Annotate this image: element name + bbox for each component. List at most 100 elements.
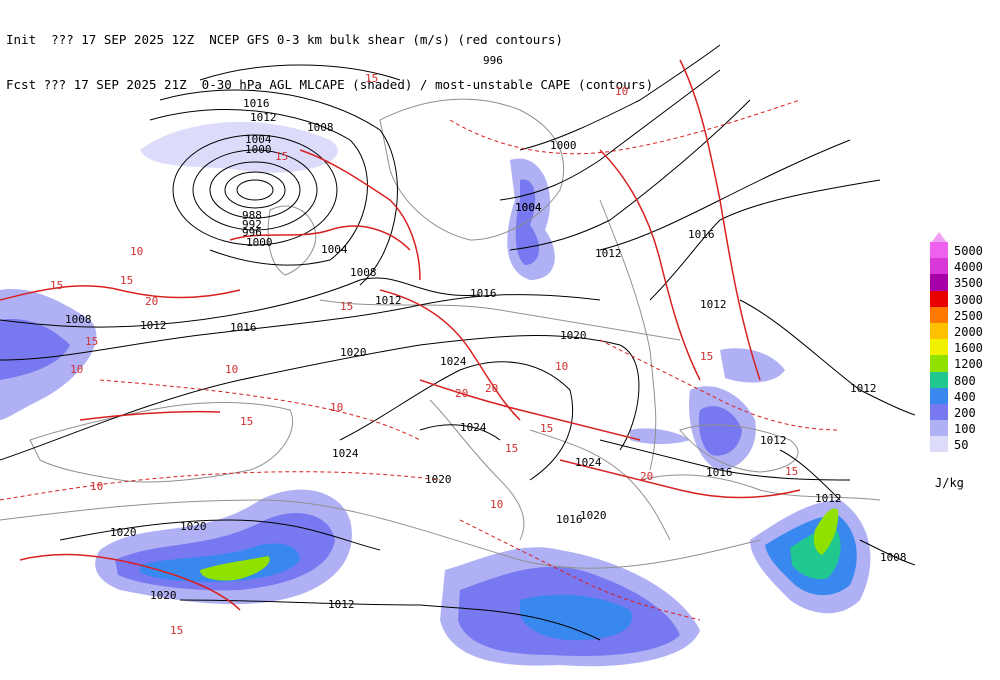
pressure-label: 1012: [850, 382, 877, 395]
coastline-turkey: [639, 474, 881, 501]
shear-contour-central-europe: [379, 289, 521, 421]
legend-label: 1200: [954, 357, 983, 372]
shear-contour-iberia: [79, 410, 221, 421]
legend-label: 3000: [954, 292, 983, 307]
legend-row: 3500: [930, 274, 1000, 291]
legend-label: 200: [954, 405, 976, 420]
shear-contour-north-sea: [299, 149, 421, 281]
pressure-label: 1000: [246, 236, 273, 249]
shear-label: 10: [490, 498, 503, 511]
shear-contours-dashed: [0, 99, 841, 621]
pressure-label: 988: [242, 209, 262, 222]
legend-swatch: [930, 403, 948, 421]
border-europe-central: [319, 299, 681, 341]
pressure-label: 1020: [340, 346, 367, 359]
coastline-black-sea: [679, 424, 799, 473]
cape-area-ukraine: [720, 348, 785, 383]
isobar-1020-africa: [59, 519, 381, 551]
pressure-label: 1020: [560, 329, 587, 342]
shear-label: 15: [785, 465, 798, 478]
coastline-italy: [429, 399, 525, 541]
shear-contour-africa: [19, 553, 241, 611]
pressure-label: 1004: [321, 243, 348, 256]
isobar-1016-north: [199, 64, 401, 81]
pressure-label: 1016: [706, 466, 733, 479]
legend-swatch: [930, 420, 948, 437]
legend-top-arrow: [930, 232, 948, 244]
legend-swatch: [930, 387, 948, 404]
shear-contours: [0, 59, 801, 611]
pressure-label: 1008: [350, 266, 377, 279]
isobar-1024-central: [339, 361, 574, 481]
shear-label: 20: [640, 470, 653, 483]
pressure-label: 1016: [243, 97, 270, 110]
legend-label: 800: [954, 373, 976, 388]
legend-label: 2000: [954, 324, 983, 339]
legend-row: 800: [930, 371, 1000, 388]
shear-label: 20: [455, 387, 468, 400]
legend-label: 50: [954, 438, 969, 453]
low-center-ring-5: [172, 134, 338, 246]
legend-swatch: [930, 355, 948, 372]
legend-row: 1200: [930, 355, 1000, 372]
legend-swatch: [930, 306, 948, 323]
pressure-label: 1016: [688, 228, 715, 241]
legend-swatch: [930, 371, 948, 388]
shear-label: 15: [120, 274, 133, 287]
pressure-label: 1024: [575, 456, 602, 469]
shear-label: 10: [615, 85, 628, 98]
pressure-label: 1020: [580, 509, 607, 522]
shear-dashed-3: [449, 99, 801, 155]
legend-swatch: [930, 290, 948, 307]
pressure-label: 1000: [550, 139, 577, 152]
pressure-label: 1024: [460, 421, 487, 434]
shear-label: 15: [85, 335, 98, 348]
cape-area-tunisia-libya-high: [520, 594, 632, 641]
shear-label: 10: [330, 401, 343, 414]
isobar-1016-west: [0, 294, 601, 361]
cape-area-north-africa-west-peak: [200, 556, 270, 581]
shear-contour-baltic-east: [599, 149, 701, 381]
legend-row: 400: [930, 387, 1000, 404]
legend-label: 5000: [954, 244, 983, 258]
shear-label: 15: [505, 442, 518, 455]
isobar-1024-alps: [419, 424, 501, 441]
shear-label: 10: [225, 363, 238, 376]
low-center-ring-4: [192, 149, 318, 231]
pressure-label: 992: [242, 218, 262, 231]
isobar-1012-north: [159, 89, 398, 286]
pressure-label: 1020: [150, 589, 177, 602]
legend-swatch: [930, 242, 948, 259]
isobar-1012-levant: [779, 449, 841, 501]
pressure-label: 1012: [760, 434, 787, 447]
legend-label: 2500: [954, 308, 983, 323]
cape-legend: 5000 4000 3500 3000 2500 2000 1600 1200 800 400 20…: [930, 242, 1000, 453]
shear-dashed-4: [599, 339, 841, 431]
legend-swatch: [930, 322, 948, 340]
legend-swatch: [930, 339, 948, 356]
shear-label: 15: [700, 350, 713, 363]
legend-swatch: [930, 274, 948, 291]
low-center-ring-1: [236, 179, 274, 201]
cape-area-north-atlantic: [140, 121, 338, 173]
shear-label: 15: [240, 415, 253, 428]
header-init-line: Init ??? 17 SEP 2025 12Z NCEP GFS 0-3 km…: [6, 32, 563, 47]
pressure-label: 1012: [815, 492, 842, 505]
coastline-north-africa: [0, 499, 761, 569]
low-center-ring-3: [209, 161, 301, 219]
pressure-label: 1012: [375, 294, 402, 307]
cape-shading: [0, 121, 871, 667]
pressure-label: 1012: [595, 247, 622, 260]
pressure-label: 1004: [515, 201, 542, 214]
legend-row: 1600: [930, 339, 1000, 356]
legend-row: 100: [930, 420, 1000, 437]
legend-label: 3500: [954, 276, 983, 291]
legend-units: J/kg: [935, 476, 964, 490]
isobar-1012-russia: [739, 299, 915, 416]
pressure-label: 1020: [110, 526, 137, 539]
shear-contour-alps: [419, 379, 641, 441]
pressure-label: 1016: [470, 287, 497, 300]
shear-dashed-1: [0, 471, 441, 501]
isobar-1016-east: [649, 179, 881, 301]
shear-label: 20: [485, 382, 498, 395]
